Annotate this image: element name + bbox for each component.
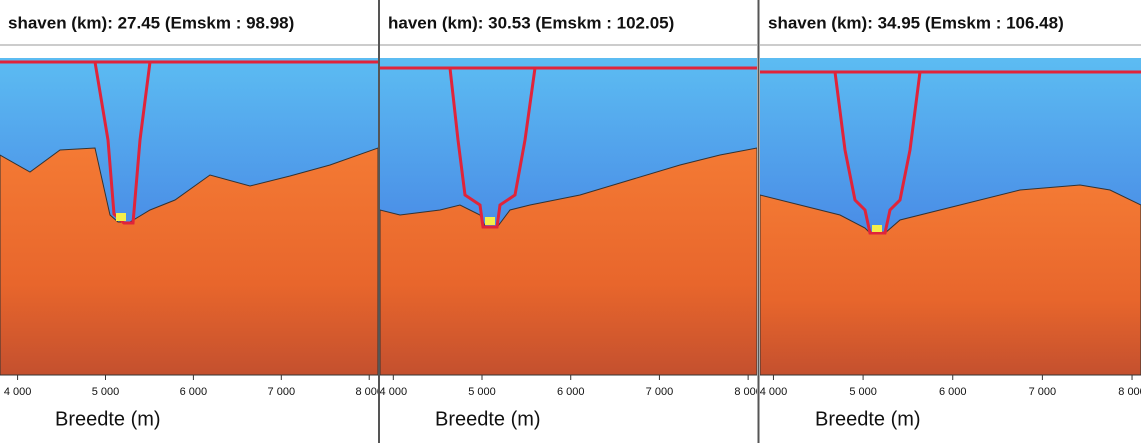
bed-profile — [0, 147, 378, 376]
x-tick-label: 7 000 — [268, 386, 296, 398]
panel-title: shaven (km): 27.45 (Emskm : 98.98) — [8, 13, 294, 32]
x-tick-label: 4 000 — [4, 386, 32, 398]
x-tick-label: 6 000 — [557, 386, 585, 398]
x-tick-label: 5 000 — [92, 386, 120, 398]
x-tick-label: 6 000 — [939, 386, 967, 398]
x-axis-label: Breedte (m) — [815, 408, 921, 430]
x-axis-label: Breedte (m) — [435, 408, 541, 430]
channel — [93, 61, 152, 225]
x-tick-label: 7 000 — [646, 386, 674, 398]
x-tick-label: 5 000 — [849, 386, 877, 398]
x-tick-label: 6 000 — [180, 386, 208, 398]
channel — [448, 67, 537, 229]
x-tick-label: 7 000 — [1029, 386, 1057, 398]
x-tick-label: 8 000 — [355, 386, 383, 398]
x-tick-label: 8 000 — [734, 386, 762, 398]
marker — [872, 225, 882, 232]
panel: haven (km): 30.53 (Emskm : 102.05) 4 000 5… — [380, 13, 762, 430]
x-tick-label: 5 000 — [468, 386, 496, 398]
x-axis-label: Breedte (m) — [55, 408, 161, 430]
panel-title: haven (km): 30.53 (Emskm : 102.05) — [388, 13, 674, 32]
panel-title: shaven (km): 34.95 (Emskm : 106.48) — [768, 13, 1064, 32]
x-tick-label: 4 000 — [760, 386, 788, 398]
x-tick-label: 8 000 — [1118, 386, 1141, 398]
bed-profile — [760, 184, 1141, 376]
x-tick-label: 4 000 — [380, 386, 408, 398]
panel: shaven (km): 27.45 (Emskm : 98.98) 4 000 5… — [0, 13, 383, 430]
marker — [485, 217, 495, 225]
bed-profile — [380, 147, 757, 376]
marker — [116, 213, 126, 221]
channel — [833, 71, 922, 235]
panel: shaven (km): 34.95 (Emskm : 106.48) 4 000… — [760, 13, 1141, 430]
